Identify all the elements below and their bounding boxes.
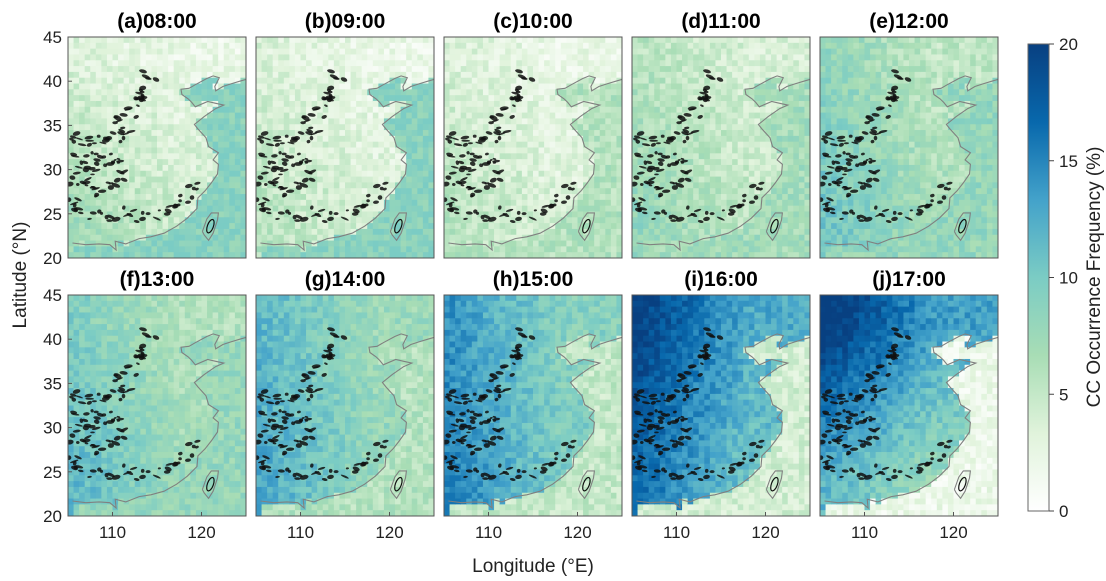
coastline (72, 75, 246, 258)
terrain-contours (632, 327, 779, 492)
y-tick-label: 45 (43, 28, 62, 47)
x-tick-label: 110 (287, 523, 314, 542)
terrain-contours (820, 327, 967, 492)
frequency-field (820, 295, 998, 516)
colorbar-gradient (1027, 43, 1050, 512)
map-panel: (a)08:00 20 25 30 35 40 45 (43, 10, 247, 268)
y-tick-label: 25 (43, 463, 62, 482)
colorbar-label: CC Occurrence Frequency (%) (1084, 147, 1105, 408)
panel-frame (819, 294, 999, 517)
coastline (636, 333, 810, 516)
colorbar-tick-label: 15 (1059, 152, 1078, 171)
coastline (448, 333, 622, 516)
panel-title: (h)15:00 (493, 268, 574, 291)
y-tick-label: 45 (43, 286, 62, 305)
map-panel: (g)14:00 110 120 (255, 268, 435, 542)
panel-frame (443, 294, 623, 517)
y-tick-label: 30 (43, 161, 62, 180)
terrain-contours (444, 69, 591, 234)
terrain-contours (632, 69, 779, 234)
coastline (260, 75, 434, 258)
x-tick-label: 120 (375, 523, 403, 542)
terrain-contours (256, 327, 403, 492)
terrain-contours (256, 69, 403, 234)
x-tick-label: 120 (187, 523, 215, 542)
panel-frame (631, 294, 811, 517)
y-tick-label: 20 (43, 249, 62, 268)
y-tick-label: 35 (43, 116, 62, 135)
colorbar-tick-label: 10 (1059, 269, 1078, 288)
map-panel: (c)10:00 (443, 10, 623, 259)
terrain-contours (68, 327, 215, 492)
x-tick-label: 120 (751, 523, 779, 542)
map-panel: (j)17:00 110 120 (819, 268, 999, 542)
y-tick-label: 40 (43, 72, 62, 91)
frequency-field (68, 295, 246, 516)
panel-frame (255, 294, 435, 517)
colorbar-tick-label: 20 (1059, 35, 1078, 54)
panel-frame (443, 36, 623, 259)
panel-title: (b)09:00 (305, 10, 386, 33)
coastline (824, 75, 998, 258)
terrain-contours (444, 327, 591, 492)
y-tick-label: 20 (43, 507, 62, 526)
panel-frame (255, 36, 435, 259)
panel-title: (f)13:00 (120, 268, 195, 291)
panel-title: (i)16:00 (684, 268, 758, 291)
frequency-field (632, 295, 810, 516)
coastline (72, 333, 246, 516)
x-axis-label: Longitude (°E) (472, 556, 594, 577)
frequency-field (444, 295, 622, 516)
frequency-field (256, 295, 434, 516)
panel-title: (c)10:00 (493, 10, 572, 33)
panel-grid: (a)08:00 20 25 30 35 40 45 (b)09:00 (c)10:00 (d)1… (43, 10, 999, 542)
panel-title: (d)11:00 (681, 10, 760, 33)
x-tick-label: 110 (663, 523, 690, 542)
frequency-field (444, 37, 622, 258)
coastline (636, 75, 810, 258)
panel-title: (g)14:00 (305, 268, 386, 291)
panel-title: (e)12:00 (869, 10, 948, 33)
panel-frame (67, 36, 247, 259)
map-panel: (f)13:00 20 25 30 35 40 45 110 120 (43, 268, 247, 542)
coastline (260, 333, 434, 516)
frequency-field (820, 37, 998, 258)
map-panel: (d)11:00 (631, 10, 811, 259)
coastline (824, 333, 998, 516)
y-tick-label: 40 (43, 330, 62, 349)
frequency-field (256, 37, 434, 258)
y-tick-label: 25 (43, 205, 62, 224)
axis-labels: Longitude (°E) Latitude (°N) (10, 222, 594, 577)
frequency-field (632, 37, 810, 258)
y-axis-label: Latitude (°N) (10, 222, 31, 329)
x-tick-label: 120 (563, 523, 591, 542)
map-panel: (e)12:00 (819, 10, 999, 259)
frequency-field (68, 37, 246, 258)
colorbar-tick-label: 0 (1059, 502, 1068, 521)
panel-title: (a)08:00 (117, 10, 196, 33)
panel-frame (631, 36, 811, 259)
colorbar-tick-label: 5 (1059, 385, 1068, 404)
map-panel: (h)15:00 110 120 (443, 268, 623, 542)
panel-title: (j)17:00 (872, 268, 946, 291)
x-tick-label: 110 (99, 523, 126, 542)
panel-frame (819, 36, 999, 259)
panel-frame (67, 294, 247, 517)
coastline (448, 75, 622, 258)
terrain-contours (820, 69, 967, 234)
colorbar-ticks: 0 5 10 15 20 (1049, 35, 1078, 521)
y-tick-label: 30 (43, 419, 62, 438)
colorbar: 0 5 10 15 20 CC Occurrence Frequency (%) (1027, 35, 1105, 521)
terrain-contours (68, 69, 215, 234)
map-panel: (i)16:00 110 120 (631, 268, 811, 542)
y-tick-label: 35 (43, 374, 62, 393)
x-tick-label: 110 (851, 523, 878, 542)
map-panel: (b)09:00 (255, 10, 435, 259)
x-tick-label: 110 (475, 523, 502, 542)
x-tick-label: 120 (939, 523, 967, 542)
